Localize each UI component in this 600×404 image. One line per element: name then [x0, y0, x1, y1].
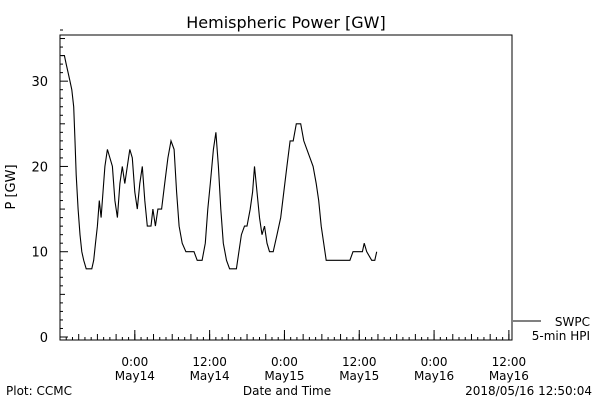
series-layer [61, 55, 378, 270]
x-tick-date-label: May15 [264, 369, 304, 383]
x-tick-time-label: 0:00 [121, 355, 148, 369]
x-tick-date-label: May16 [414, 369, 454, 383]
legend-label-hpi: 5-min HPI [532, 329, 590, 343]
y-tick-label: 10 [31, 246, 48, 261]
plot-frame [59, 34, 513, 341]
x-axis: 0:00May1412:00May140:00May1512:00May150:… [59, 330, 529, 383]
x-tick-time-label: 12:00 [492, 355, 527, 369]
x-tick-date-label: May14 [190, 369, 230, 383]
y-tick-label: 30 [31, 75, 48, 90]
x-tick-time-label: 0:00 [421, 355, 448, 369]
footer-timestamp: 2018/05/16 12:50:04 [465, 384, 592, 398]
x-tick-time-label: 12:00 [192, 355, 227, 369]
x-axis-label: Date and Time [243, 384, 331, 398]
x-tick-time-label: 12:00 [342, 355, 377, 369]
chart-title: Hemispheric Power [GW] [186, 13, 385, 32]
legend-label-swpc: SWPC [555, 315, 590, 329]
footer-plot-credit: Plot: CCMC [6, 384, 72, 398]
x-tick-date-label: May14 [115, 369, 155, 383]
series-line-swpc [61, 55, 378, 270]
x-tick-time-label: 0:00 [271, 355, 298, 369]
x-tick-date-label: May15 [339, 369, 379, 383]
y-tick-label: 0 [40, 331, 48, 346]
y-tick-label: 20 [31, 160, 48, 175]
y-axis-label: P [GW] [4, 164, 19, 209]
x-tick-date-label: May16 [489, 369, 529, 383]
